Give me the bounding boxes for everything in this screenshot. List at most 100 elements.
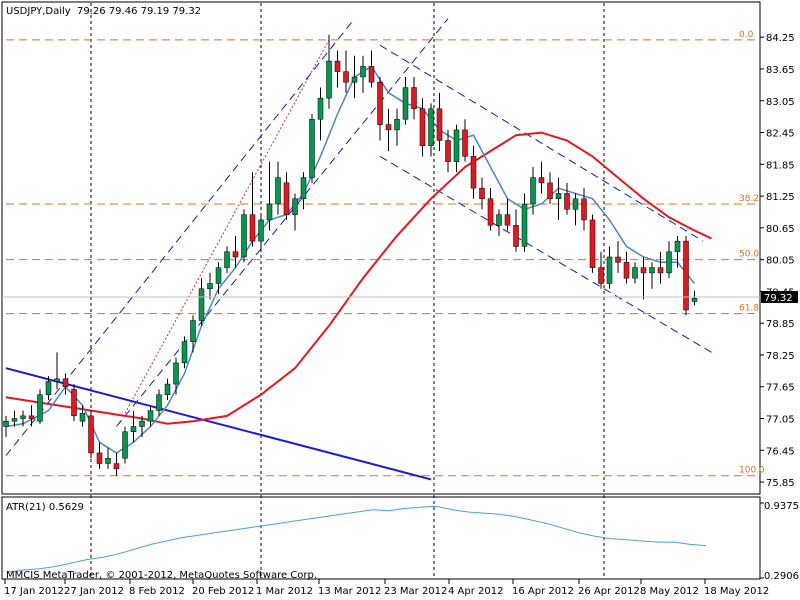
candle-body (487, 198, 494, 226)
candle-body (385, 124, 392, 131)
candle-body (113, 463, 120, 470)
candle-body (555, 193, 562, 199)
candle (606, 246, 613, 289)
candles (3, 34, 698, 476)
price-tick-label: 78.85 (766, 319, 795, 330)
candle (462, 119, 468, 162)
price-tick-label: 81.25 (766, 192, 795, 203)
candle (283, 172, 290, 220)
candle (521, 193, 528, 252)
candle (266, 161, 273, 231)
candle-body (589, 219, 596, 268)
candle (207, 272, 213, 300)
candle (360, 55, 366, 93)
candle (249, 172, 256, 247)
time-axis-label: 4 Apr 2012 (448, 586, 503, 597)
time-axis-label: 16 Apr 2012 (512, 586, 574, 597)
candle-body (581, 198, 587, 221)
candle (28, 405, 35, 427)
up-channel-upper (116, 18, 449, 427)
candle-body (156, 394, 162, 411)
candle-body (598, 267, 604, 284)
main-panel-frame (1, 1, 761, 495)
candle (232, 235, 239, 268)
candle (173, 357, 179, 395)
candle-body (564, 193, 570, 210)
candle (504, 198, 511, 231)
candle (62, 373, 69, 395)
fib-level-label: 38.2 (739, 194, 759, 204)
candle (334, 50, 341, 88)
candle (164, 378, 171, 400)
candle-body (521, 203, 528, 247)
candle-body (674, 240, 681, 252)
candle (343, 50, 349, 93)
symbol-timeframe: USDJPY,Daily (6, 6, 71, 17)
candle (428, 103, 434, 157)
candle (88, 410, 94, 459)
candle-body (139, 420, 145, 427)
candle-body (453, 129, 460, 162)
up-channel-median (124, 39, 330, 414)
time-axis-label: 8 May 2012 (640, 586, 699, 597)
candle (589, 214, 596, 273)
candle (156, 389, 162, 416)
candle (419, 98, 426, 157)
candle-body (538, 177, 545, 184)
candle-body (275, 177, 281, 205)
candle (691, 290, 698, 306)
candle-body (462, 129, 468, 157)
candle-body (28, 415, 35, 419)
candle-body (504, 214, 511, 226)
candle-body (513, 224, 519, 247)
candle (54, 352, 60, 390)
candle-body (436, 108, 443, 141)
price-tick-label: 78.25 (766, 351, 795, 362)
candle-body (173, 362, 179, 385)
price-tick-label: 82.45 (766, 129, 795, 140)
candle-body (649, 267, 655, 274)
candle-body (309, 119, 315, 178)
candle (394, 108, 400, 146)
candle (598, 251, 604, 289)
candle-body (317, 97, 324, 120)
candle (470, 145, 477, 199)
time-axis-label: 17 Jan 2012 (4, 586, 64, 597)
candle-body (164, 383, 171, 395)
candle-body (11, 418, 18, 422)
time-axis-label: 8 Feb 2012 (129, 586, 185, 597)
candle (190, 315, 196, 353)
candle (666, 241, 672, 279)
candle-body (258, 219, 264, 242)
candle (402, 76, 409, 125)
candle (445, 129, 451, 173)
time-axis-label: 20 Feb 2012 (192, 586, 254, 597)
current-price-label: 79.32 (764, 293, 793, 304)
time-axis-label: 13 Mar 2012 (318, 586, 381, 597)
candle (317, 87, 324, 141)
candle-body (79, 412, 86, 422)
candle-body (691, 298, 698, 302)
candle-body (360, 66, 366, 78)
candle-body (402, 87, 409, 120)
candle-body (181, 341, 188, 364)
time-axis-label: 23 Mar 2012 (384, 586, 447, 597)
candle (198, 278, 205, 326)
time-axis-label: 18 May 2012 (704, 586, 769, 597)
candle (122, 426, 128, 464)
price-tick-label: 77.65 (766, 383, 795, 394)
candle-body (283, 182, 290, 215)
candle (657, 251, 664, 284)
candle (215, 262, 222, 295)
candle (615, 241, 621, 273)
candle (487, 188, 494, 231)
candle (555, 177, 562, 220)
candle (20, 410, 26, 427)
candle-body (130, 426, 137, 433)
candle-body (62, 378, 69, 387)
candle-body (20, 415, 26, 419)
candle-body (351, 76, 358, 83)
candle (139, 415, 145, 438)
candle (37, 389, 43, 424)
candle-body (394, 119, 400, 131)
